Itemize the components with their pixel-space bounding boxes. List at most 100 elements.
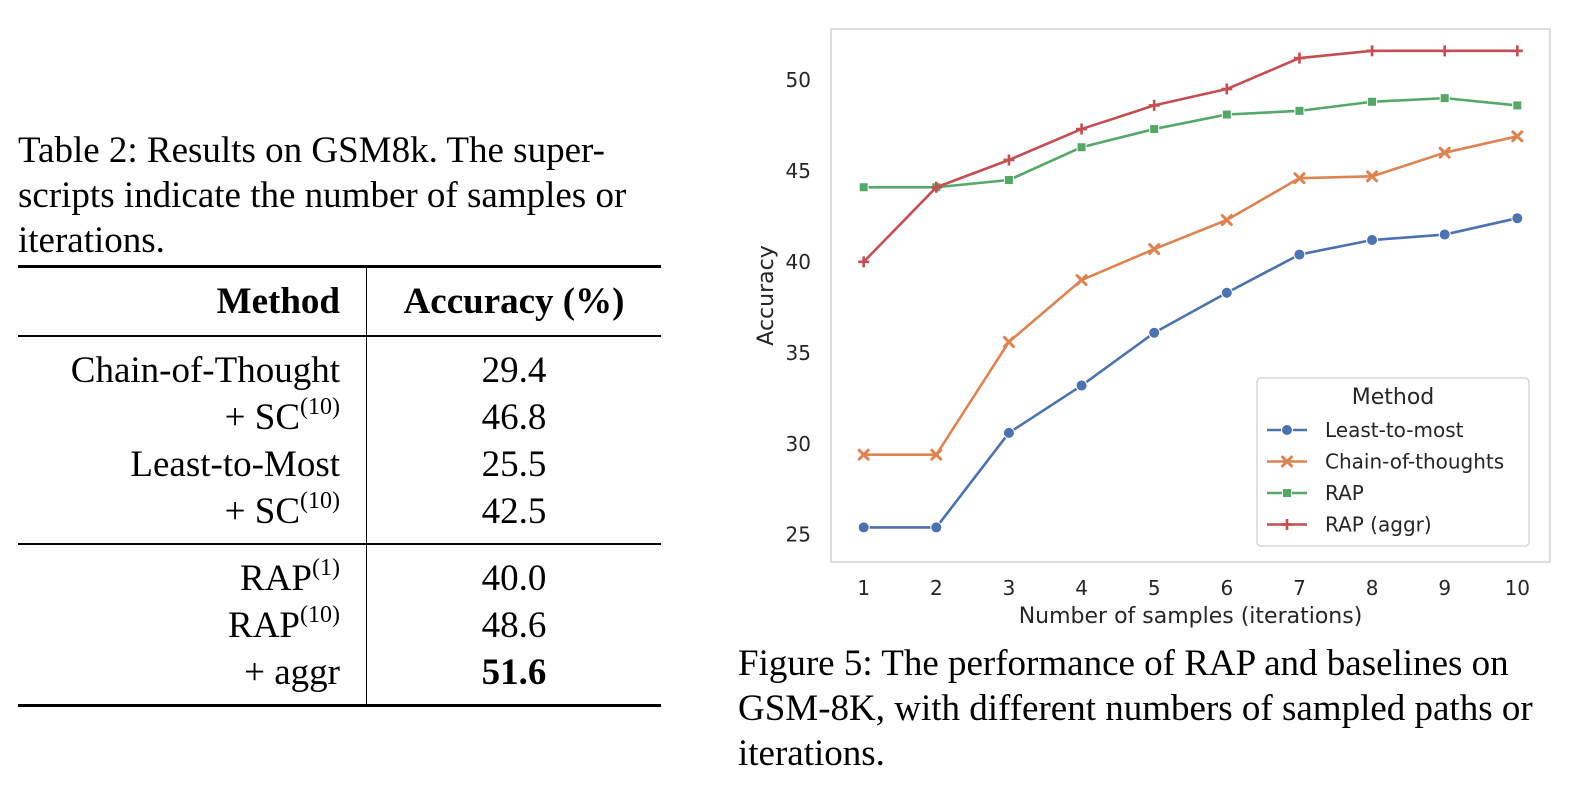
table-bottom-rule	[18, 704, 661, 707]
accuracy-cell: 46.8	[481, 397, 547, 438]
method-cell: + SC(10)	[18, 394, 367, 441]
x-tick-label: 4	[1075, 576, 1088, 600]
y-tick-label: 45	[786, 159, 811, 183]
data-point	[1003, 154, 1015, 166]
series-line	[863, 216, 1518, 529]
data-point	[1512, 100, 1523, 111]
results-group-baselines: Chain-of-Thought 29.4 + SC(10) 46.8 Least-to…	[18, 337, 661, 543]
table-mid-rule	[18, 543, 661, 545]
data-point	[1221, 109, 1232, 120]
x-tick-label: 2	[930, 576, 943, 600]
data-point	[1439, 93, 1450, 104]
data-point	[1220, 286, 1233, 299]
results-table: Method Accuracy (%) Chain-of-Thought 29.4…	[18, 265, 661, 707]
data-point	[858, 182, 869, 193]
accuracy-cell: 48.6	[481, 605, 547, 646]
data-point	[930, 448, 943, 461]
header-accuracy: Accuracy (%)	[403, 281, 625, 322]
y-tick-label: 30	[786, 432, 811, 456]
table-top-rule	[18, 265, 661, 268]
data-point	[1293, 172, 1306, 185]
y-axis-label: Accuracy	[754, 245, 779, 345]
plot-frame	[830, 28, 1551, 563]
data-point	[1220, 214, 1233, 227]
x-tick-label: 9	[1438, 576, 1451, 600]
data-point	[1366, 45, 1378, 57]
accuracy-cell: 29.4	[481, 350, 547, 391]
method-name: + SC	[224, 397, 301, 438]
method-cell: RAP(1)	[18, 545, 367, 602]
table-row: + SC(10) 46.8	[18, 394, 661, 441]
data-point	[1148, 243, 1161, 256]
accuracy-cell: 42.5	[481, 491, 547, 532]
series-line	[863, 96, 1518, 189]
data-point	[857, 521, 870, 534]
data-point	[1511, 212, 1524, 225]
legend-label: RAP	[1325, 481, 1364, 505]
data-point	[1148, 99, 1160, 111]
data-point	[1076, 123, 1088, 135]
accuracy-cell: 40.0	[481, 558, 547, 599]
data-point	[1294, 105, 1305, 116]
accuracy-cell: 51.6	[481, 652, 547, 693]
data-point	[1003, 174, 1014, 185]
data-point	[1281, 424, 1293, 436]
data-point	[1281, 455, 1293, 468]
x-tick-label: 6	[1220, 576, 1233, 600]
method-name: + SC	[224, 491, 301, 532]
method-cell: RAP(10)	[18, 602, 367, 649]
y-tick-label: 35	[786, 341, 811, 365]
data-point	[1281, 519, 1293, 530]
method-cell: + SC(10)	[18, 488, 367, 543]
table-caption: Table 2: Results on GSM8k. The super-scr…	[18, 130, 627, 261]
data-point	[1367, 96, 1378, 107]
data-point	[1366, 234, 1379, 247]
data-point	[930, 521, 943, 534]
x-tick-label: 10	[1505, 576, 1530, 600]
series-line	[863, 135, 1518, 456]
data-point	[1293, 52, 1305, 64]
table-header-row: Method Accuracy (%)	[18, 268, 661, 335]
data-point	[1366, 170, 1379, 183]
x-tick-label: 7	[1293, 576, 1306, 600]
table-row: RAP(1) 40.0	[18, 545, 661, 602]
data-point	[1075, 379, 1088, 392]
series-line	[862, 49, 1518, 263]
data-point	[857, 448, 870, 461]
data-point	[1002, 335, 1015, 348]
legend-label: Least-to-most	[1325, 418, 1464, 442]
data-point	[1511, 130, 1524, 143]
method-name: Chain-of-Thought	[70, 350, 340, 391]
method-name: + aggr	[244, 652, 340, 693]
data-point	[858, 256, 870, 268]
method-name: Least-to-Most	[130, 444, 340, 485]
x-axis-label: Number of samples (iterations)	[1019, 604, 1363, 629]
results-grid: Method Accuracy (%)	[18, 268, 661, 335]
legend-title: Method	[1352, 385, 1435, 410]
figure-5: 1 2 3 4 5 6 7 8 9 10 25 30 35 40 45 50 Number of samples…	[740, 20, 1570, 635]
legend-box	[1256, 377, 1530, 547]
data-point	[1438, 228, 1451, 241]
table-row: + SC(10) 42.5	[18, 488, 661, 543]
y-tick-label: 40	[786, 250, 811, 274]
x-tick-label: 3	[1003, 576, 1016, 600]
method-superscript: (10)	[300, 602, 340, 628]
results-group-rap: RAP(1) 40.0 RAP(10) 48.6 + aggr 51.6	[18, 545, 661, 704]
method-cell: + aggr	[18, 649, 367, 704]
table-header-rule	[18, 335, 661, 337]
legend-label: Chain-of-thoughts	[1325, 450, 1504, 474]
data-point	[1075, 274, 1088, 287]
data-point	[1438, 146, 1451, 159]
y-tick-label: 50	[786, 68, 811, 92]
method-superscript: (10)	[300, 488, 340, 514]
data-point	[1439, 45, 1451, 57]
table-row: + aggr 51.6	[18, 649, 661, 704]
x-tick-label: 5	[1148, 576, 1161, 600]
data-point	[1511, 45, 1523, 57]
header-method: Method	[18, 268, 367, 335]
figure-caption: Figure 5: The performance of RAP and bas…	[738, 643, 1533, 774]
data-point	[1149, 124, 1160, 135]
table-row: RAP(10) 48.6	[18, 602, 661, 649]
data-point	[930, 181, 942, 193]
